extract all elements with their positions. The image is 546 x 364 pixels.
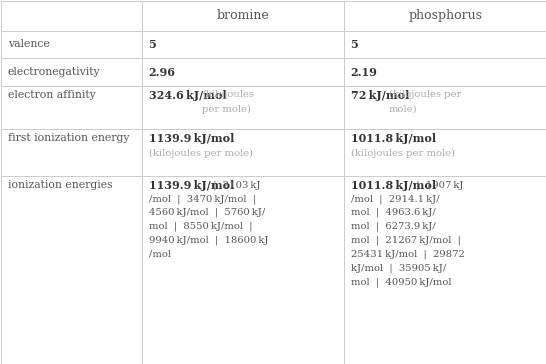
Text: 2.19: 2.19 (351, 67, 377, 78)
Bar (142, 58, 344, 86)
Bar (1, 58, 142, 86)
Bar (1, 176, 142, 364)
Text: phosphorus: phosphorus (408, 9, 483, 22)
Text: 1011.8 kJ/mol: 1011.8 kJ/mol (351, 180, 436, 191)
Bar (344, 31, 546, 58)
Text: 5: 5 (149, 39, 156, 50)
Bar (142, 1, 344, 31)
Text: 9940 kJ/mol  |  18600 kJ: 9940 kJ/mol | 18600 kJ (149, 236, 268, 245)
Text: per mole): per mole) (202, 104, 251, 114)
Bar (142, 86, 344, 129)
Text: mol  |  40950 kJ/mol: mol | 40950 kJ/mol (351, 277, 451, 286)
Text: 2.96: 2.96 (149, 67, 175, 78)
Text: (kilojoules per: (kilojoules per (389, 90, 461, 99)
Text: 1139.9 kJ/mol: 1139.9 kJ/mol (149, 180, 234, 191)
Text: mole): mole) (389, 104, 417, 114)
Text: kJ/mol  |  35905 kJ/: kJ/mol | 35905 kJ/ (351, 263, 446, 273)
Bar (1, 129, 142, 176)
Bar (142, 176, 344, 364)
Text: 324.6 kJ/mol: 324.6 kJ/mol (149, 90, 226, 101)
Text: bromine: bromine (217, 9, 269, 22)
Bar (1, 31, 142, 58)
Text: /mol: /mol (149, 249, 170, 258)
Text: 72 kJ/mol: 72 kJ/mol (351, 90, 409, 101)
Bar (344, 176, 546, 364)
Text: electronegativity: electronegativity (8, 67, 100, 77)
Bar (1, 1, 142, 31)
Text: mol  |  6273.9 kJ/: mol | 6273.9 kJ/ (351, 222, 435, 231)
Text: mol  |  21267 kJ/mol  |: mol | 21267 kJ/mol | (351, 236, 460, 245)
Bar (1, 86, 142, 129)
Bar (344, 58, 546, 86)
Text: 1139.9 kJ/mol: 1139.9 kJ/mol (149, 133, 234, 144)
Bar (142, 31, 344, 58)
Text: (kilojoules: (kilojoules (202, 90, 254, 99)
Text: /mol  |  3470 kJ/mol  |: /mol | 3470 kJ/mol | (149, 194, 256, 203)
Text: (kilojoules per mole): (kilojoules per mole) (351, 149, 455, 158)
Text: |  1907 kJ: | 1907 kJ (410, 180, 463, 190)
Text: electron affinity: electron affinity (8, 90, 96, 100)
Text: first ionization energy: first ionization energy (8, 133, 129, 143)
Text: mol  |  8550 kJ/mol  |: mol | 8550 kJ/mol | (149, 222, 252, 231)
Text: 25431 kJ/mol  |  29872: 25431 kJ/mol | 29872 (351, 249, 465, 259)
Text: ionization energies: ionization energies (8, 180, 112, 190)
Text: (kilojoules per mole): (kilojoules per mole) (149, 149, 253, 158)
Bar (344, 129, 546, 176)
Text: 5: 5 (351, 39, 358, 50)
Bar (344, 1, 546, 31)
Text: 4560 kJ/mol  |  5760 kJ/: 4560 kJ/mol | 5760 kJ/ (149, 208, 265, 217)
Text: 1011.8 kJ/mol: 1011.8 kJ/mol (351, 133, 436, 144)
Bar (142, 129, 344, 176)
Text: /mol  |  2914.1 kJ/: /mol | 2914.1 kJ/ (351, 194, 439, 203)
Text: valence: valence (8, 39, 49, 50)
Text: mol  |  4963.6 kJ/: mol | 4963.6 kJ/ (351, 208, 435, 217)
Bar (344, 86, 546, 129)
Text: |  2103 kJ: | 2103 kJ (207, 180, 261, 190)
